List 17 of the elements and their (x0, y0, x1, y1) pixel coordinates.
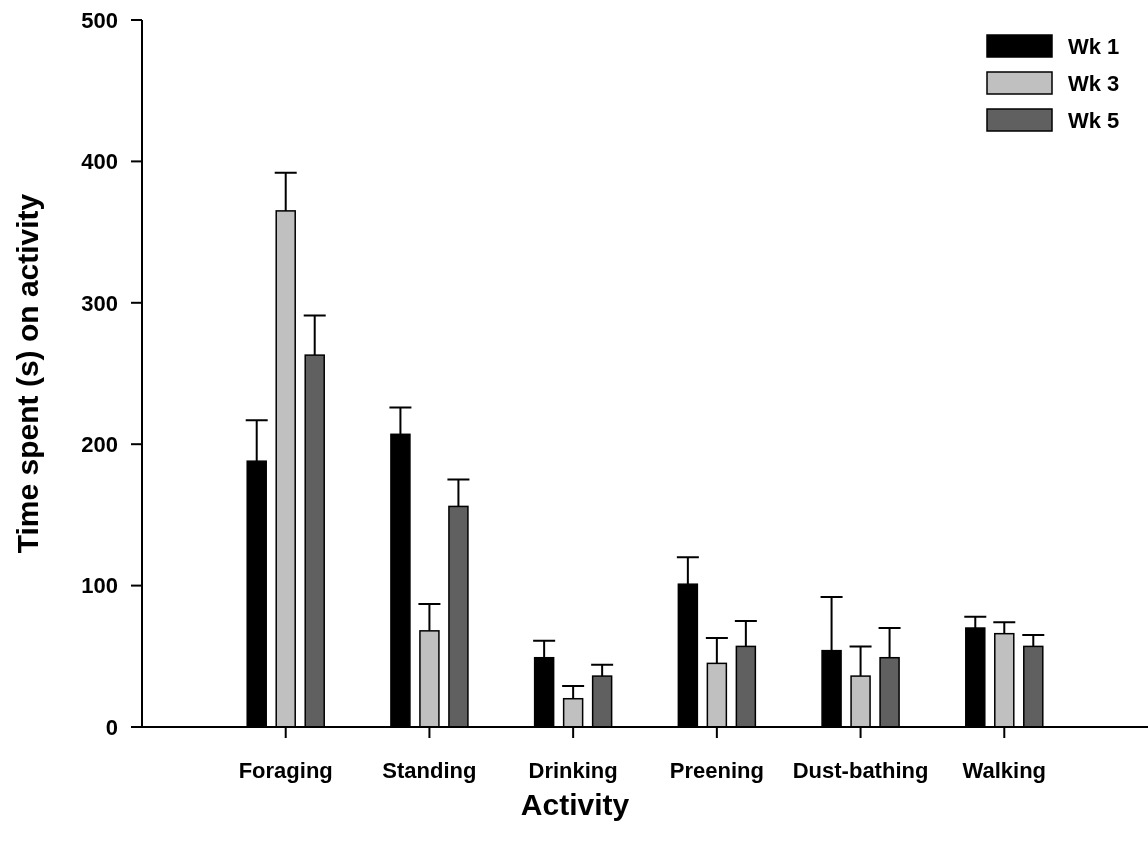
y-tick-label: 100 (81, 573, 118, 599)
legend-label: Wk 5 (1068, 107, 1120, 133)
x-axis-title: Activity (520, 788, 630, 821)
x-tick-label: Drinking (528, 758, 618, 783)
x-tick-label: Dust-bathing (792, 758, 929, 783)
y-axis-title: Time spent (s) on activity (11, 193, 44, 554)
x-tick-label: Foraging (238, 758, 333, 783)
x-tick-label: Standing (382, 758, 477, 783)
legend-label: Wk 1 (1068, 33, 1120, 59)
x-tick-label: Preening (669, 758, 764, 783)
y-tick-label: 300 (81, 290, 118, 316)
y-tick-label: 200 (81, 431, 118, 457)
y-tick-label: 400 (81, 149, 118, 175)
x-tick-label: Walking (962, 758, 1047, 783)
legend-label: Wk 3 (1068, 70, 1120, 96)
y-tick-label: 500 (81, 7, 118, 33)
y-tick-label: 0 (105, 714, 118, 740)
